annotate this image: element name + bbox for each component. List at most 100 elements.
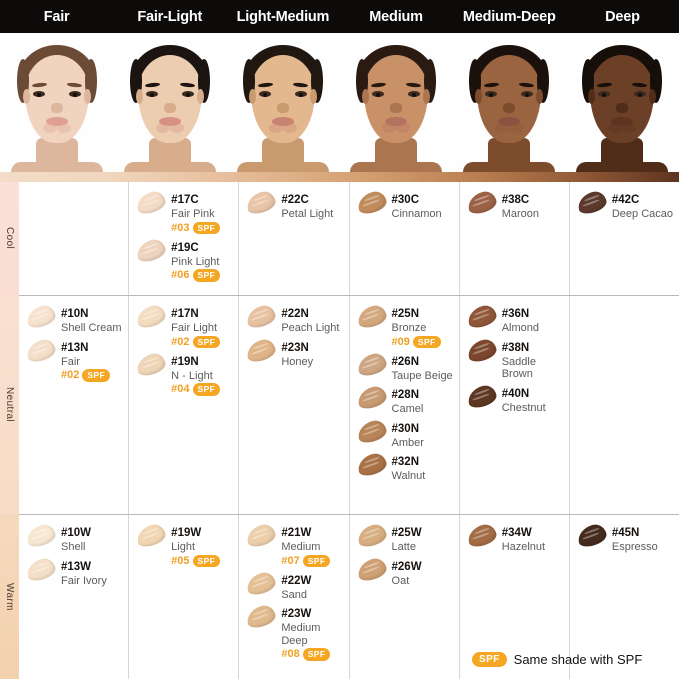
- shade-entry[interactable]: #36N Almond: [465, 303, 564, 335]
- shade-entry[interactable]: #22C Petal Light: [244, 189, 343, 221]
- shade-entry[interactable]: #26W Oat: [355, 555, 454, 588]
- spf-badge-icon: SPF: [192, 335, 221, 349]
- shade-entry[interactable]: #19W Light #05 SPF: [134, 522, 233, 568]
- spf-row: #05 SPF: [171, 555, 221, 568]
- spf-row: #03 SPF: [171, 221, 221, 235]
- eye-left: [258, 91, 271, 97]
- tone-gradient-bar: [0, 172, 679, 182]
- pupil-right: [525, 92, 530, 97]
- shade-cell-neutral-deep: [570, 296, 679, 514]
- shade-entry[interactable]: #22N Peach Light: [244, 303, 343, 335]
- shade-entry[interactable]: #19N N - Light #04 SPF: [134, 350, 233, 397]
- shade-entry[interactable]: #30C Cinnamon: [355, 189, 454, 221]
- spf-legend-text: Same shade with SPF: [513, 651, 643, 667]
- shade-entry[interactable]: #13W Fair Ivory: [24, 555, 123, 588]
- face: [364, 55, 429, 143]
- shade-cell-warm-deep: #45N Espresso: [570, 515, 679, 679]
- shade-entry[interactable]: #10W Shell: [24, 522, 123, 554]
- shade-name: Espresso: [611, 541, 658, 553]
- shade-entry[interactable]: #38C Maroon: [465, 189, 564, 221]
- shade-text: #38C Maroon: [502, 190, 539, 221]
- spf-shade-code: #03: [171, 221, 190, 234]
- shade-text: #13W Fair Ivory: [61, 557, 107, 588]
- shade-entry[interactable]: #32N Walnut: [355, 451, 454, 483]
- shade-entry[interactable]: #13N Fair #02 SPF: [24, 336, 123, 383]
- shade-text: #38N Saddle Brown: [502, 338, 564, 381]
- shade-entry[interactable]: #25W Latte: [355, 522, 454, 554]
- lips: [385, 117, 408, 126]
- shade-entry[interactable]: #38N Saddle Brown: [465, 336, 564, 381]
- eye-left: [485, 91, 498, 97]
- shade-entry[interactable]: #10N Shell Cream: [24, 303, 123, 335]
- shade-entry[interactable]: #22W Sand: [244, 569, 343, 602]
- shade-cell-warm-fair: #10W Shell #13W Fair Ivory: [19, 515, 130, 679]
- shade-code: #21W: [281, 527, 312, 539]
- shade-entry[interactable]: #25N Bronze #09 SPF: [355, 303, 454, 349]
- ear-right: [536, 89, 544, 104]
- shade-swatch: [134, 303, 168, 330]
- spf-badge-icon: SPF: [82, 369, 111, 382]
- spf-shade-code: #08: [281, 648, 300, 660]
- shade-entry[interactable]: #21W Medium #07 SPF: [244, 522, 343, 568]
- column-header-medium: Medium: [369, 8, 423, 25]
- shade-cell-warm-fair-light: #19W Light #05 SPF: [129, 515, 240, 679]
- shade-row-cool: #17C Fair Pink #03 SPF #19C Pink Light #06 SPF #…: [19, 182, 679, 295]
- shade-entry[interactable]: #30N Amber: [355, 417, 454, 450]
- shade-swatch: [244, 303, 278, 330]
- column-header-fair-light: Fair-Light: [137, 8, 203, 25]
- model-fair: [0, 33, 114, 172]
- ear-right: [423, 89, 431, 104]
- shade-name: Medium Deep: [281, 622, 321, 647]
- shade-swatch: [355, 303, 388, 330]
- eye-right: [521, 91, 534, 97]
- shade-name: Light: [171, 541, 196, 553]
- undertone-label-cool: Cool: [4, 227, 15, 250]
- shade-entry[interactable]: #42C Deep Cacao: [575, 189, 674, 221]
- shade-entry[interactable]: #26N Taupe Beige: [355, 350, 454, 383]
- shade-text: #22C Petal Light: [281, 190, 333, 221]
- shade-text: #25N Bronze #09 SPF: [392, 304, 441, 349]
- shade-code: #17C: [171, 194, 199, 206]
- shade-text: #17N Fair Light #02 SPF: [171, 304, 221, 349]
- shade-entry[interactable]: #45N Espresso: [575, 522, 674, 554]
- shade-cell-neutral-fair-light: #17N Fair Light #02 SPF #19N N - Light #04 SPF: [129, 296, 240, 514]
- face-illustration: [122, 33, 218, 172]
- spf-row: #02 SPF: [171, 335, 221, 349]
- cheek-left: [495, 123, 510, 133]
- shade-text: #32N Walnut: [392, 452, 426, 483]
- shade-entry[interactable]: #40N Chestnut: [465, 382, 564, 415]
- shade-name: Almond: [501, 322, 539, 334]
- cheek-right: [509, 123, 524, 133]
- lips: [158, 117, 181, 126]
- shade-name: Fair: [61, 355, 80, 368]
- pupil-right: [638, 92, 643, 97]
- shade-entry[interactable]: #17N Fair Light #02 SPF: [134, 303, 233, 349]
- shade-entry[interactable]: #34W Hazelnut: [465, 522, 564, 554]
- nose: [503, 103, 516, 113]
- shade-code: #23W: [281, 608, 312, 620]
- pupil-left: [602, 92, 607, 97]
- shade-swatch: [465, 303, 499, 330]
- shade-swatch: [465, 189, 499, 216]
- shade-entry[interactable]: #23N Honey: [244, 336, 343, 369]
- shade-cell-neutral-light-medium: #22N Peach Light #23N Honey: [239, 296, 350, 514]
- pupil-left: [149, 92, 154, 97]
- spf-badge-icon: SPF: [192, 383, 221, 396]
- pupil-right: [412, 92, 417, 97]
- eye-right: [68, 91, 81, 97]
- shade-entry[interactable]: #17C Fair Pink #03 SPF: [134, 189, 233, 235]
- shade-code: #32N: [391, 456, 420, 468]
- shade-name: Maroon: [501, 208, 539, 220]
- shade-entry[interactable]: #19C Pink Light #06 SPF: [134, 236, 233, 283]
- nose: [390, 103, 403, 113]
- shade-name: Medium: [281, 541, 321, 553]
- eye-left: [372, 91, 385, 97]
- neck: [35, 138, 78, 172]
- shade-name: Fair Ivory: [61, 574, 107, 587]
- undertone-band-warm: Warm: [0, 514, 19, 679]
- shade-text: #36N Almond: [502, 304, 539, 335]
- shade-entry[interactable]: #23W Medium Deep #08 SPF: [244, 603, 343, 661]
- nose: [276, 103, 289, 113]
- shade-text: #30C Cinnamon: [392, 190, 442, 221]
- shade-entry[interactable]: #28N Camel: [355, 384, 454, 416]
